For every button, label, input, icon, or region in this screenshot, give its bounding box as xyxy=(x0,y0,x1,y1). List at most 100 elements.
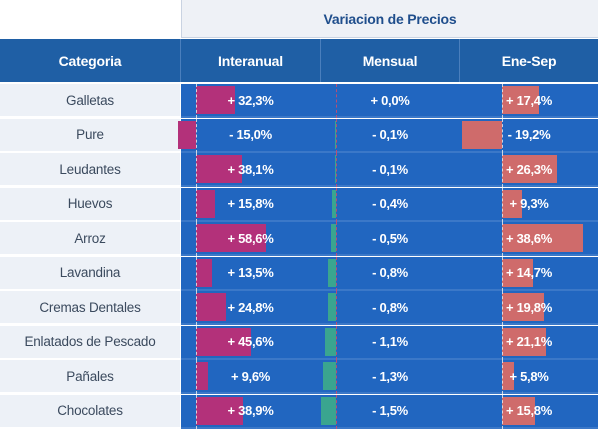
table-row[interactable]: Lavandina + 13,5% - 0,8% + 14,7% xyxy=(0,256,598,291)
mensual-data-bar xyxy=(323,362,336,390)
mensual-value[interactable]: - 0,1% xyxy=(372,127,408,142)
category-cell[interactable]: Arroz xyxy=(0,222,180,256)
ene_sep-data-bar xyxy=(502,189,522,218)
interanual-zero-axis xyxy=(196,187,197,222)
category-cell[interactable]: Pure xyxy=(0,118,180,153)
mensual-data-bar xyxy=(335,155,336,183)
data-cells: + 15,8% - 0,4% + 9,3% xyxy=(181,187,598,222)
interanual-value[interactable]: + 15,8% xyxy=(227,196,274,211)
table-row[interactable]: Pañales + 9,6% - 1,3% + 5,8% xyxy=(0,360,598,394)
mensual-value[interactable]: - 0,4% xyxy=(372,196,408,211)
ene_sep-zero-axis xyxy=(502,222,503,256)
header-categoria[interactable]: Categoria xyxy=(58,52,122,69)
category-cell[interactable]: Cremas Dentales xyxy=(0,291,180,325)
mensual-zero-axis xyxy=(336,291,337,325)
interanual-data-bar xyxy=(196,396,243,425)
category-cell[interactable]: Galletas xyxy=(0,84,180,118)
table-row[interactable]: Cremas Dentales + 24,8% - 0,8% + 19,8% xyxy=(0,291,598,325)
data-cells: + 13,5% - 0,8% + 14,7% xyxy=(181,256,598,291)
table-row[interactable]: Huevos + 15,8% - 0,4% + 9,3% xyxy=(0,187,598,222)
mensual-zero-axis xyxy=(336,222,337,256)
mensual-value[interactable]: - 1,3% xyxy=(372,368,408,384)
category-cell[interactable]: Lavandina xyxy=(0,256,180,291)
ene_sep-data-bar xyxy=(502,327,547,356)
table-row[interactable]: Galletas + 32,3% + 0,0% + 17,4% xyxy=(0,84,598,118)
ene_sep-value[interactable]: + 14,7% xyxy=(506,265,552,280)
interanual-value[interactable]: + 13,5% xyxy=(227,265,274,280)
header-separator xyxy=(180,39,181,82)
header-separator xyxy=(459,39,460,82)
data-cells: + 32,3% + 0,0% + 17,4% xyxy=(181,84,598,118)
interanual-value[interactable]: + 38,1% xyxy=(227,161,274,177)
ene_sep-value[interactable]: - 19,2% xyxy=(507,127,551,142)
header-mensual[interactable]: Mensual xyxy=(362,52,418,69)
category-cell[interactable]: Enlatados de Pescado xyxy=(0,325,180,360)
ene_sep-zero-axis xyxy=(502,394,503,429)
mensual-data-bar xyxy=(328,293,336,321)
mensual-zero-axis xyxy=(336,118,337,153)
mensual-zero-axis xyxy=(336,325,337,360)
interanual-value[interactable]: + 58,6% xyxy=(227,230,274,246)
mensual-value[interactable]: - 0,1% xyxy=(372,161,408,177)
interanual-value[interactable]: + 38,9% xyxy=(227,403,274,418)
data-cells: + 38,1% - 0,1% + 26,3% xyxy=(181,153,598,187)
ene_sep-data-bar xyxy=(502,155,558,183)
ene_sep-value[interactable]: + 15,8% xyxy=(506,403,552,418)
interanual-value[interactable]: - 15,0% xyxy=(229,127,272,142)
table-row[interactable]: Arroz + 58,6% - 0,5% + 38,6% xyxy=(0,222,598,256)
interanual-value[interactable]: + 24,8% xyxy=(227,299,274,315)
ene_sep-zero-axis xyxy=(502,118,503,153)
interanual-zero-axis xyxy=(196,256,197,291)
mensual-zero-axis xyxy=(336,84,337,118)
category-cell[interactable]: Leudantes xyxy=(0,153,180,187)
header-ene-sep[interactable]: Ene-Sep xyxy=(501,52,557,69)
ene_sep-zero-axis xyxy=(502,153,503,187)
mensual-data-bar xyxy=(321,396,336,425)
table-row[interactable]: Chocolates + 38,9% - 1,5% + 15,8% xyxy=(0,394,598,429)
table-row[interactable]: Pure - 15,0% - 0,1% - 19,2% xyxy=(0,118,598,153)
mensual-data-bar xyxy=(335,120,336,149)
interanual-zero-axis xyxy=(196,153,197,187)
category-cell[interactable]: Huevos xyxy=(0,187,180,222)
ene_sep-value[interactable]: + 17,4% xyxy=(506,92,552,108)
header-row: Categoria Interanual Mensual Ene-Sep xyxy=(0,39,598,82)
mensual-value[interactable]: + 0,0% xyxy=(370,92,410,108)
interanual-value[interactable]: + 32,3% xyxy=(227,92,274,108)
mensual-value[interactable]: - 0,8% xyxy=(372,265,408,280)
ene_sep-value[interactable]: + 5,8% xyxy=(509,368,549,384)
ene_sep-data-bar xyxy=(502,86,539,114)
ene_sep-data-bar xyxy=(502,362,515,390)
interanual-value[interactable]: + 9,6% xyxy=(230,368,271,384)
mensual-value[interactable]: - 1,1% xyxy=(372,334,408,349)
mensual-zero-axis xyxy=(336,187,337,222)
interanual-data-bar xyxy=(196,362,208,390)
table-row[interactable]: Enlatados de Pescado + 45,6% - 1,1% + 21,1% xyxy=(0,325,598,360)
interanual-zero-axis xyxy=(196,360,197,394)
mensual-value[interactable]: - 1,5% xyxy=(372,403,408,418)
interanual-data-bar xyxy=(196,327,251,356)
ene_sep-data-bar xyxy=(502,258,533,287)
ene_sep-zero-axis xyxy=(502,291,503,325)
ene_sep-zero-axis xyxy=(502,325,503,360)
interanual-data-bar xyxy=(196,293,226,321)
ene_sep-value[interactable]: + 26,3% xyxy=(506,161,552,177)
ene_sep-value[interactable]: + 38,6% xyxy=(506,230,552,246)
table-title: Variacion de Precios xyxy=(181,0,598,38)
mensual-zero-axis xyxy=(336,360,337,394)
interanual-zero-axis xyxy=(196,118,197,153)
mensual-value[interactable]: - 0,8% xyxy=(372,299,408,315)
interanual-value[interactable]: + 45,6% xyxy=(227,334,274,349)
ene_sep-zero-axis xyxy=(502,187,503,222)
category-cell[interactable]: Chocolates xyxy=(0,394,180,429)
ene_sep-value[interactable]: + 21,1% xyxy=(506,334,552,349)
mensual-zero-axis xyxy=(336,394,337,429)
ene_sep-value[interactable]: + 9,3% xyxy=(509,196,549,211)
ene_sep-data-bar xyxy=(502,224,584,252)
header-interanual[interactable]: Interanual xyxy=(218,52,283,69)
table-row[interactable]: Leudantes + 38,1% - 0,1% + 26,3% xyxy=(0,153,598,187)
ene_sep-value[interactable]: + 19,8% xyxy=(506,299,552,315)
category-cell[interactable]: Pañales xyxy=(0,360,180,394)
mensual-value[interactable]: - 0,5% xyxy=(372,230,408,246)
data-cells: + 24,8% - 0,8% + 19,8% xyxy=(181,291,598,325)
